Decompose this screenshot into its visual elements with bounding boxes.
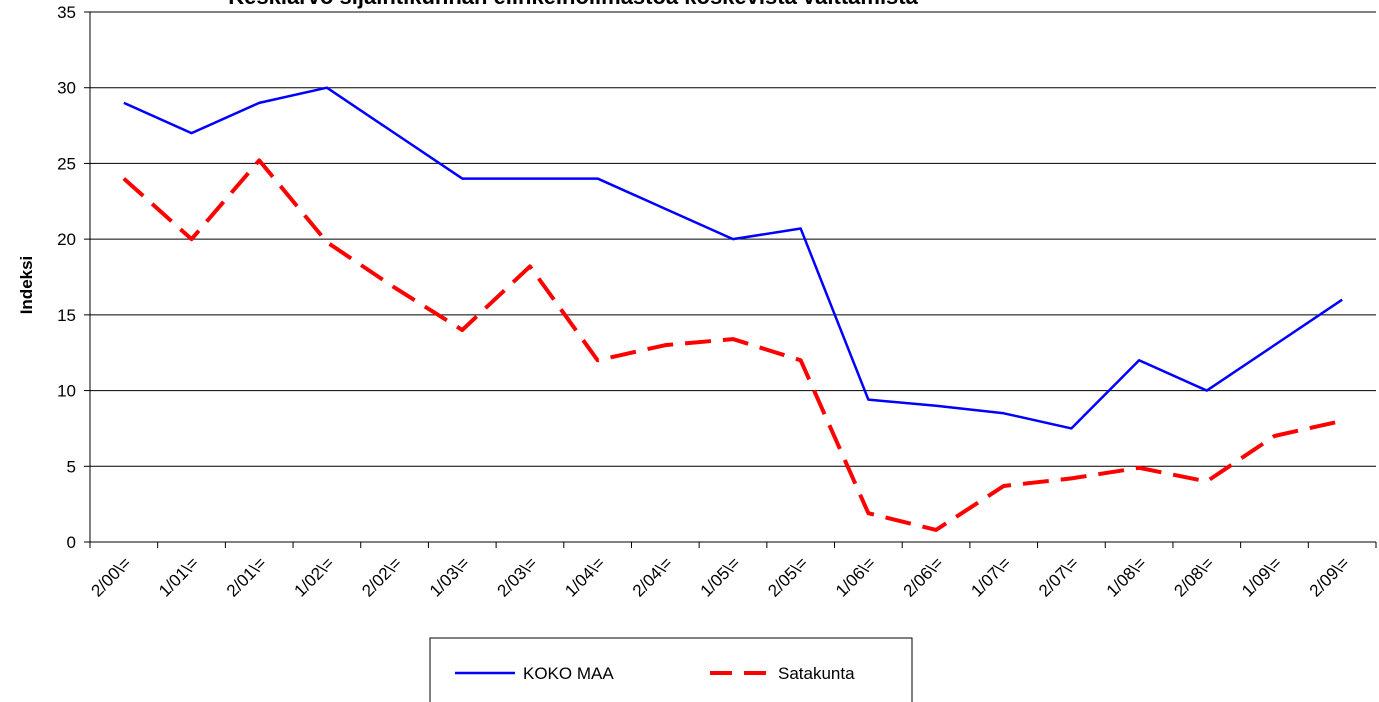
y-tick-label: 25	[57, 154, 76, 173]
x-tick-label: 2/01\=	[223, 553, 270, 600]
x-tick-label: 1/02\=	[291, 553, 338, 600]
y-tick-label: 20	[57, 230, 76, 249]
x-tick-label: 1/08\=	[1103, 553, 1150, 600]
x-tick-label: 2/08\=	[1170, 553, 1217, 600]
legend-box	[429, 637, 913, 702]
x-tick-label: 2/07\=	[1035, 553, 1082, 600]
x-tick-label: 2/00\=	[87, 553, 134, 600]
series-line	[123, 86, 1343, 430]
x-tick-label: 1/01\=	[155, 553, 202, 600]
y-tick-label: 35	[57, 3, 76, 22]
legend-label: KOKO MAA	[523, 664, 614, 683]
x-tick-label: 2/02\=	[358, 553, 405, 600]
x-tick-label: 2/04\=	[629, 553, 676, 600]
y-tick-label: 0	[67, 533, 76, 552]
x-tick-label: 1/06\=	[832, 553, 879, 600]
x-tick-label: 2/05\=	[764, 553, 811, 600]
x-tick-label: 1/07\=	[967, 553, 1014, 600]
y-tick-label: 10	[57, 382, 76, 401]
chart-title: - Keskiarvo sijaintikunnan elinkeinoilma…	[215, 0, 925, 9]
x-tick-label: 1/03\=	[426, 553, 473, 600]
y-tick-label: 5	[67, 457, 76, 476]
x-tick-label: 1/04\=	[561, 553, 608, 600]
x-tick-label: 2/09\=	[1306, 553, 1353, 600]
series-line	[122, 158, 1343, 532]
x-tick-label: 2/03\=	[494, 553, 541, 600]
y-axis-label: Indeksi	[17, 256, 36, 315]
x-tick-label: 2/06\=	[900, 553, 947, 600]
x-tick-label: 1/09\=	[1238, 553, 1285, 600]
legend-label: Satakunta	[778, 664, 855, 683]
y-tick-label: 15	[57, 306, 76, 325]
y-tick-label: 30	[57, 79, 76, 98]
x-tick-label: 1/05\=	[697, 553, 744, 600]
